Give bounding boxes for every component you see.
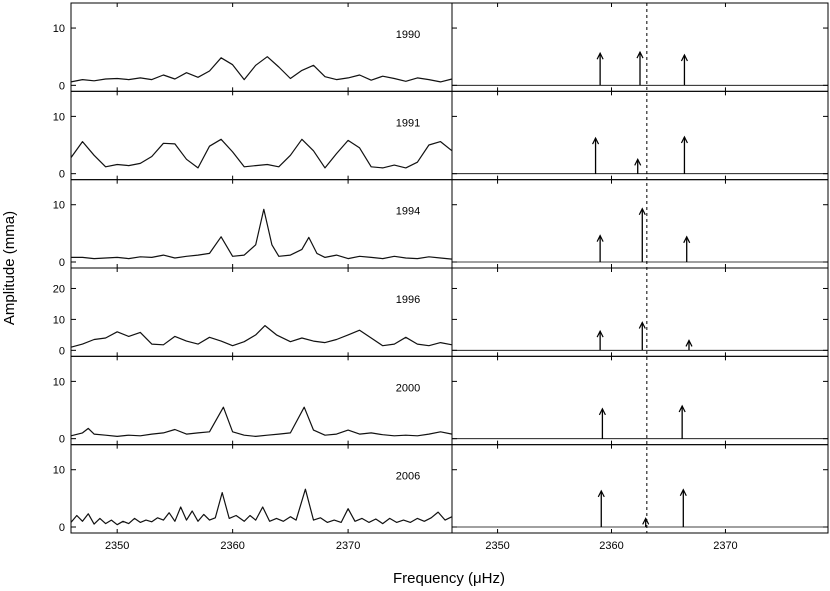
frequency-arrow [638, 207, 646, 262]
year-label-1991: 1991 [396, 117, 420, 129]
x-axis-title: Frequency (μHz) [393, 570, 505, 587]
spectrum-frame-1994 [70, 179, 453, 269]
frequency-arrow [597, 489, 605, 527]
frequency-arrow [634, 158, 642, 174]
y-tick-label: 10 [53, 23, 65, 35]
year-label-1996: 1996 [396, 294, 420, 306]
spectrum-line-1996 [70, 325, 453, 348]
panel-1991: 0 10 1991 [53, 90, 829, 181]
frequency-arrow [598, 407, 606, 439]
frequency-arrow [642, 517, 650, 527]
frequency-arrow [678, 404, 686, 439]
arrow-frame-1991 [451, 90, 829, 181]
y-tick-label: 0 [59, 169, 65, 181]
y-tick-label: 10 [53, 200, 65, 212]
arrow-head [598, 407, 606, 416]
arrow-head [638, 321, 646, 329]
arrow-head [642, 517, 650, 525]
arrow-head [680, 135, 688, 144]
y-tick-label: 10 [53, 314, 65, 326]
panel-2000: 0 10 2000 [53, 355, 829, 446]
frequency-arrow [680, 135, 688, 174]
arrow-head [683, 235, 691, 244]
arrow-frame-2006 [451, 444, 829, 534]
panel-2006: 0 10 2006 [53, 444, 829, 534]
arrow-head [678, 404, 686, 413]
year-label-1994: 1994 [396, 206, 420, 218]
spectrum-frame-2000 [70, 355, 453, 446]
y-tick-label: 0 [59, 345, 65, 357]
y-tick-label: 10 [53, 376, 65, 388]
panel-1996: 0 10 20 1996 [53, 267, 829, 357]
y-axis-title: Amplitude (mma) [1, 211, 18, 325]
y-tick-label: 0 [59, 80, 65, 92]
x-tick-label: 2370 [713, 540, 737, 552]
year-label-1990: 1990 [396, 29, 420, 41]
frequency-arrow [596, 329, 604, 351]
arrow-head [679, 488, 687, 497]
arrow-head [638, 207, 646, 215]
spectrum-line-1991 [70, 138, 453, 169]
arrow-head [592, 136, 600, 145]
panel-1994: 0 10 1994 [53, 179, 829, 269]
x-tick-label: 2360 [599, 540, 623, 552]
arrow-head [597, 489, 605, 498]
spectrum-line-1990 [70, 56, 453, 83]
y-tick-label: 10 [53, 111, 65, 123]
frequency-arrow [592, 136, 600, 174]
frequency-arrow [680, 53, 688, 86]
x-tick-label: 2350 [105, 540, 129, 552]
arrow-head [596, 51, 604, 60]
arrow-frame-2000 [451, 355, 829, 446]
y-tick-label: 0 [59, 257, 65, 269]
arrow-head [636, 50, 644, 59]
frequency-arrow [596, 234, 604, 262]
panels-group: 0 10 1990 0 10 1991 0 10 1994 0 10 20 1996 0 10 2000 0 10… [53, 2, 829, 552]
frequency-arrow [596, 51, 604, 86]
frequency-arrow [638, 321, 646, 351]
arrow-head [634, 158, 642, 166]
spectrum-frame-1991 [70, 90, 453, 181]
y-tick-label: 0 [59, 434, 65, 446]
frequency-arrow [683, 235, 691, 262]
frequency-arrow [636, 50, 644, 86]
frequency-arrow [685, 339, 693, 351]
y-tick-label: 0 [59, 522, 65, 534]
spectrum-line-2006 [70, 488, 453, 526]
panel-1990: 0 10 1990 [53, 2, 829, 92]
spectrum-frame-2006 [70, 444, 453, 534]
frequency-arrow [679, 488, 687, 527]
arrow-frame-1996 [451, 267, 829, 357]
arrow-frame-1994 [451, 179, 829, 269]
year-label-2000: 2000 [396, 382, 420, 394]
x-tick-label: 2350 [485, 540, 509, 552]
arrow-head [596, 329, 604, 338]
spectrum-line-1994 [71, 208, 453, 260]
spectrum-line-2000 [70, 406, 453, 437]
arrow-head [680, 53, 688, 62]
year-label-2006: 2006 [396, 471, 420, 483]
y-tick-label: 20 [53, 283, 65, 295]
x-tick-label: 2370 [336, 540, 360, 552]
arrow-head [596, 234, 604, 242]
x-tick-label: 2360 [220, 540, 244, 552]
arrow-head [685, 339, 693, 347]
y-tick-label: 10 [53, 465, 65, 477]
